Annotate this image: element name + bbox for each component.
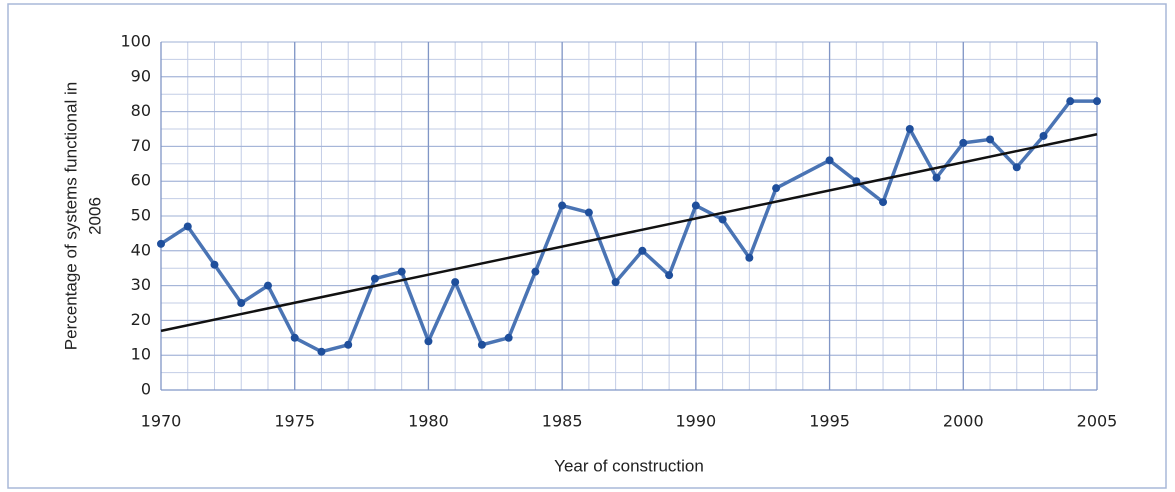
data-point [531,267,540,276]
data-point [424,337,433,346]
y-tick-label: 0 [141,380,151,399]
frame [7,3,1167,489]
x-tick-label: 1990 [675,412,716,431]
data-point [584,208,593,217]
y-tick-label: 60 [131,171,151,190]
data-point [905,125,914,133]
y-tick-label: 50 [131,206,151,225]
y-tick-label: 40 [131,240,151,259]
data-point [558,201,567,210]
data-point [745,253,754,262]
data-point [263,281,272,290]
data-point [370,274,379,283]
data-point [611,278,620,287]
y-tick-label: 80 [131,101,151,120]
data-point [290,333,299,342]
x-tick-label: 1995 [809,412,850,431]
data-point [451,278,460,287]
y-tick-label: 90 [131,66,151,85]
data-point [317,347,326,356]
x-tick-label: 1975 [274,412,315,431]
y-axis-label: 2006 [85,197,104,235]
data-point [772,184,781,193]
x-tick-label: 1970 [141,412,182,431]
data-point [344,340,353,349]
data-point [1093,97,1101,106]
data-point [1039,131,1048,140]
x-tick-label: 1985 [542,412,583,431]
y-tick-label: 70 [131,136,151,155]
data-point [986,135,995,144]
data-point [477,340,486,349]
y-tick-label: 10 [131,345,151,364]
data-point [504,333,513,342]
data-point [183,222,192,231]
data-point [157,239,165,248]
data-point [1012,163,1021,172]
data-point [825,156,834,165]
y-axis-label: Percentage of systems functional in [61,82,80,350]
trend-line [160,132,1098,333]
x-axis-label: Year of construction [554,456,704,475]
x-tick-label: 2005 [1077,412,1118,431]
x-tick-label: 2000 [943,412,984,431]
data-line [160,99,1097,354]
y-tick-label: 20 [131,310,151,329]
x-tick-label: 1980 [408,412,449,431]
data-point [959,138,968,147]
y-tick-label: 30 [131,275,151,294]
data-point [638,246,647,255]
data-point [210,260,219,269]
data-point [237,299,246,307]
data-point [1066,97,1075,106]
y-tick-label: 100 [120,32,151,51]
data-point [665,271,674,280]
data-point [397,267,406,276]
data-point [932,173,941,182]
data-point [718,215,727,224]
data-point [879,198,888,207]
data-point [691,201,700,210]
